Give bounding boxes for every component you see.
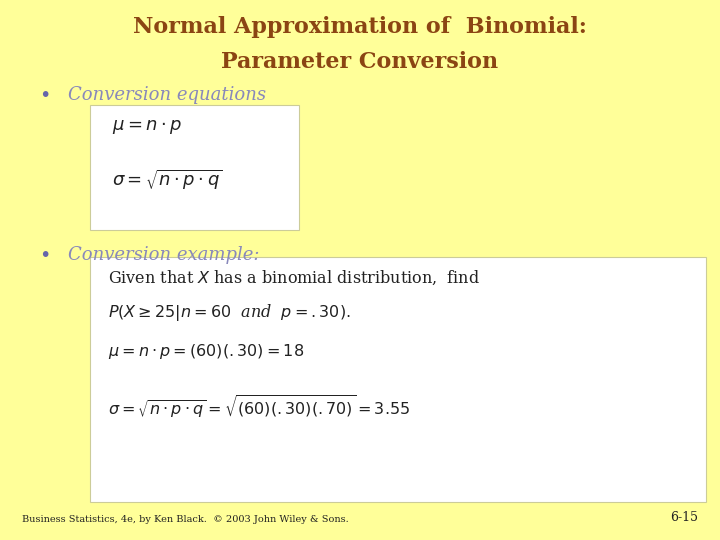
Text: $P(X \geq 25|n = 60$  and  $p = .30).$: $P(X \geq 25|n = 60$ and $p = .30).$: [108, 302, 351, 323]
FancyBboxPatch shape: [90, 105, 299, 230]
Text: Parameter Conversion: Parameter Conversion: [222, 51, 498, 73]
Text: Normal Approximation of  Binomial:: Normal Approximation of Binomial:: [133, 16, 587, 38]
Text: Conversion example:: Conversion example:: [68, 246, 260, 264]
Text: Given that $X$ has a binomial distribution,  find: Given that $X$ has a binomial distributi…: [108, 269, 480, 287]
Text: •: •: [40, 86, 51, 105]
Text: Conversion equations: Conversion equations: [68, 86, 266, 104]
Text: 6-15: 6-15: [670, 511, 698, 524]
FancyBboxPatch shape: [90, 256, 706, 502]
Text: $\sigma = \sqrt{n \cdot p \cdot q} = \sqrt{(60)(.30)(.70)} = 3.55$: $\sigma = \sqrt{n \cdot p \cdot q} = \sq…: [108, 394, 410, 421]
Text: Business Statistics, 4e, by Ken Black.  © 2003 John Wiley & Sons.: Business Statistics, 4e, by Ken Black. ©…: [22, 515, 348, 524]
Text: $\mu = n \cdot p = (60)(.30) = 18$: $\mu = n \cdot p = (60)(.30) = 18$: [108, 342, 304, 361]
Text: •: •: [40, 246, 51, 265]
Text: $\mu = n \cdot p$: $\mu = n \cdot p$: [112, 118, 182, 136]
Text: $\sigma = \sqrt{n \cdot p \cdot q}$: $\sigma = \sqrt{n \cdot p \cdot q}$: [112, 167, 222, 192]
